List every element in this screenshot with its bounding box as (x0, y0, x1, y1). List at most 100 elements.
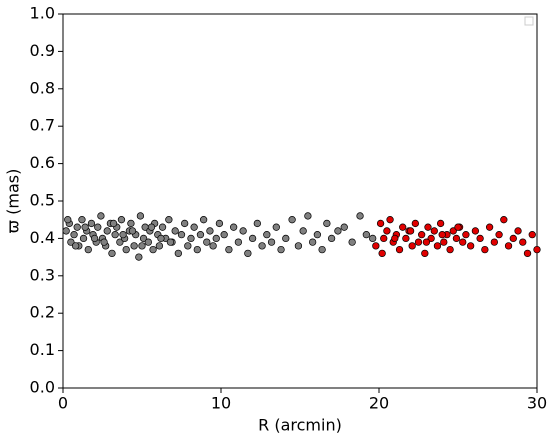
data-point (323, 219, 331, 228)
data-point (376, 219, 385, 228)
data-point (395, 245, 404, 254)
data-point (476, 234, 484, 243)
x-axis-label: R (arcmin) (258, 416, 342, 435)
data-point (81, 223, 89, 231)
data-point (514, 227, 522, 235)
data-point (220, 231, 228, 239)
data-point (234, 238, 243, 246)
y-tick-label: 0.2 (30, 303, 55, 322)
data-point (138, 242, 146, 250)
data-point (225, 245, 233, 254)
data-point (187, 234, 195, 243)
data-point (71, 242, 80, 250)
data-point (406, 227, 415, 235)
data-point (144, 238, 152, 246)
data-point (116, 238, 124, 246)
data-point (119, 231, 127, 239)
data-point (135, 253, 143, 261)
data-point (267, 238, 276, 246)
data-point (424, 223, 432, 231)
x-tick-label: 30 (527, 394, 547, 413)
data-point (334, 227, 342, 235)
data-point (318, 245, 326, 254)
data-point (158, 223, 167, 231)
data-point (253, 219, 261, 228)
data-point (399, 223, 407, 231)
data-point (500, 216, 508, 224)
data-point (67, 238, 75, 246)
legend-box (524, 16, 534, 26)
data-point (87, 219, 96, 228)
data-point (383, 227, 391, 235)
data-point (244, 249, 252, 258)
data-point (103, 227, 111, 235)
data-point (408, 242, 416, 250)
data-point (70, 231, 78, 239)
y-tick-label: 0.6 (30, 153, 55, 172)
data-point (362, 231, 371, 239)
data-point (466, 242, 475, 250)
data-point (533, 245, 541, 254)
data-point (372, 242, 380, 250)
data-point (155, 242, 164, 250)
data-point (263, 231, 271, 239)
data-point (193, 245, 201, 254)
data-point (111, 231, 119, 239)
x-tick-label: 20 (369, 394, 389, 413)
data-point (239, 227, 247, 235)
data-point (100, 238, 108, 246)
data-point (73, 223, 81, 231)
y-tick-label: 0.5 (30, 191, 55, 210)
data-point (97, 212, 105, 220)
data-point (433, 242, 442, 250)
data-point (288, 216, 296, 224)
y-axis-label: ϖ (mas) (4, 169, 23, 234)
data-point (171, 227, 179, 235)
data-point (422, 238, 431, 246)
data-point (203, 238, 211, 246)
data-point (454, 223, 462, 231)
data-point (509, 234, 517, 243)
data-point (79, 234, 88, 243)
data-point (386, 216, 394, 224)
data-point (299, 227, 307, 235)
data-point (340, 223, 348, 231)
y-tick-label: 0.7 (30, 116, 55, 135)
data-point (196, 231, 205, 239)
data-point (206, 227, 214, 235)
data-point (147, 223, 156, 231)
data-point (327, 234, 336, 243)
data-point (277, 245, 285, 254)
data-point (109, 219, 118, 228)
data-point (229, 223, 238, 231)
data-point (117, 216, 126, 224)
data-point (436, 219, 445, 228)
data-point (127, 219, 135, 228)
data-point (272, 223, 280, 231)
data-point (190, 223, 198, 231)
data-point (308, 238, 317, 246)
data-point (528, 231, 536, 239)
data-point (418, 231, 426, 239)
data-point (446, 245, 454, 254)
data-point (471, 227, 480, 235)
data-point (157, 234, 165, 243)
y-tick-label: 0.9 (30, 41, 55, 60)
data-point (165, 216, 173, 224)
y-tick-label: 0.4 (30, 228, 55, 247)
data-point (128, 227, 137, 235)
data-point (84, 245, 92, 254)
data-point (369, 234, 377, 243)
data-point (108, 249, 116, 258)
data-point (294, 242, 303, 250)
data-point (462, 231, 470, 239)
data-point (62, 227, 70, 235)
data-point (438, 231, 446, 239)
data-point (209, 242, 217, 250)
data-point (348, 238, 356, 246)
data-point (519, 238, 527, 246)
data-point (177, 231, 186, 239)
data-point (427, 234, 435, 243)
plot-frame (62, 13, 538, 389)
data-point (452, 234, 461, 243)
